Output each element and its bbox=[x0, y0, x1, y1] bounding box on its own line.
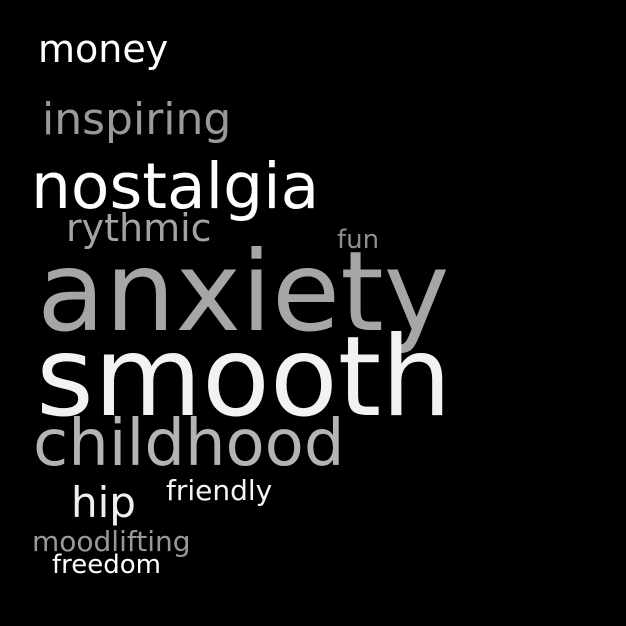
word-money: money bbox=[38, 27, 169, 71]
word-anxiety: anxiety bbox=[37, 228, 450, 357]
word-rythmic: rythmic bbox=[66, 206, 212, 250]
word-fun: fun bbox=[337, 225, 380, 255]
word-friendly: friendly bbox=[166, 474, 273, 507]
word-smooth: smooth bbox=[36, 313, 452, 442]
word-childhood: childhood bbox=[33, 407, 345, 481]
word-moodlifting: moodlifting bbox=[32, 525, 191, 558]
word-inspiring: inspiring bbox=[42, 94, 232, 145]
word-freedom: freedom bbox=[52, 550, 162, 580]
word-hip: hip bbox=[71, 478, 136, 527]
word-nostalgia: nostalgia bbox=[31, 150, 320, 223]
